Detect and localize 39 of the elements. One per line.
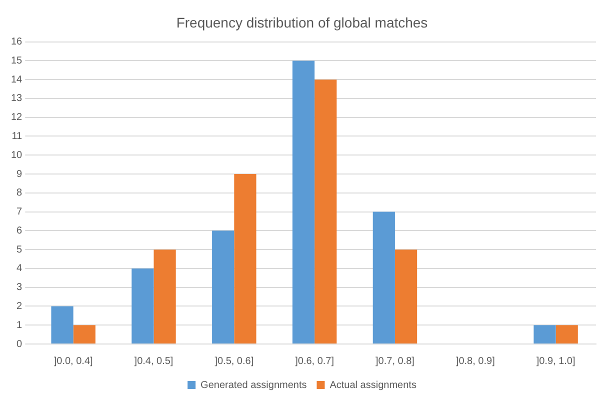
chart-title: Frequency distribution of global matches — [176, 14, 428, 30]
y-tick-label: 9 — [16, 168, 23, 180]
x-tick-label: ]0.6, 0.7] — [295, 356, 334, 367]
y-tick-label: 10 — [11, 150, 23, 161]
legend-label: Generated assignments — [200, 380, 307, 391]
y-tick-label: 11 — [12, 130, 23, 142]
y-tick-label: 5 — [16, 244, 23, 256]
y-tick-label: 13 — [11, 93, 23, 104]
y-tick-label: 8 — [16, 188, 23, 199]
bar — [154, 250, 176, 344]
legend-label: Actual assignments — [330, 380, 416, 391]
bar — [234, 174, 256, 344]
bar — [372, 212, 395, 344]
bar — [394, 250, 418, 344]
y-tick-label: 15 — [11, 55, 23, 66]
y-tick-label: 14 — [11, 74, 23, 86]
x-tick-label: ]0.5, 0.6] — [214, 356, 254, 367]
x-tick-label: ]0.8, 0.9] — [456, 356, 496, 367]
bar — [314, 80, 337, 344]
bar — [212, 230, 234, 344]
y-tick-label: 16 — [11, 36, 23, 48]
y-tick-label: 6 — [16, 225, 23, 236]
y-tick-label: 4 — [16, 263, 23, 274]
y-tick-label: 0 — [16, 338, 23, 350]
y-tick-label: 12 — [11, 112, 23, 124]
y-tick-label: 7 — [16, 206, 23, 218]
bar — [132, 268, 154, 344]
x-tick-label: ]0.7, 0.8] — [376, 356, 415, 367]
y-tick-label: 1 — [16, 320, 23, 331]
bar — [73, 325, 96, 344]
bar — [292, 60, 315, 344]
bar — [51, 306, 74, 344]
x-tick-label: ]0.9, 1.0] — [536, 356, 576, 367]
y-tick-label: 3 — [16, 282, 23, 294]
x-tick-label: ]0.4, 0.5] — [134, 356, 174, 367]
bar — [556, 325, 578, 344]
y-tick-label: 2 — [16, 300, 23, 312]
x-tick-label: ]0.0, 0.4] — [54, 356, 94, 367]
bar — [534, 325, 556, 344]
